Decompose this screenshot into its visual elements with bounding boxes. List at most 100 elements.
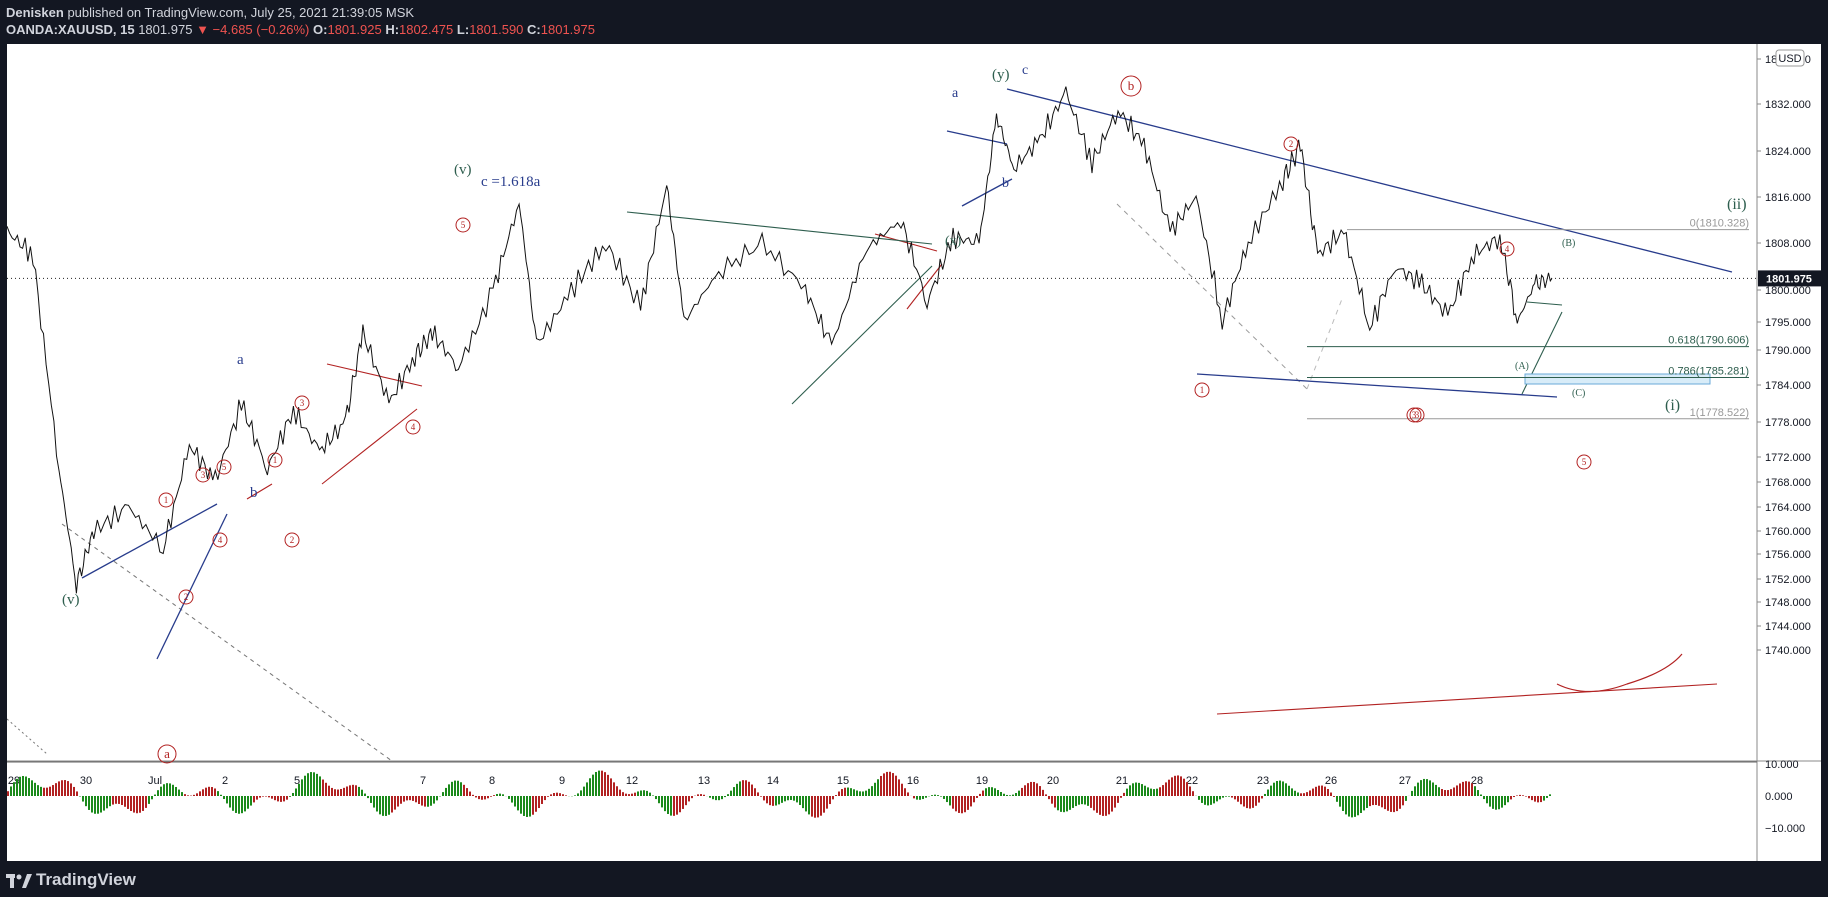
oscillator-bar [364, 793, 366, 796]
oscillator-bar [127, 796, 129, 809]
oscillator-bar [1534, 796, 1536, 802]
oscillator-bar [172, 784, 174, 796]
wave-label-B: (B) [1562, 238, 1575, 249]
oscillator-bar [298, 783, 300, 796]
oscillator-bar [280, 796, 282, 802]
currency-box[interactable]: USD [1775, 49, 1805, 67]
oscillator-bar [157, 790, 159, 796]
oscillator-bar [1030, 781, 1032, 796]
price-tick-label: 1784.000 [1765, 380, 1811, 392]
fib-level-label: 0(1810.328) [1690, 218, 1749, 230]
oscillator-bar [1096, 796, 1098, 813]
oscillator-bar [151, 796, 153, 800]
wave-label-y: (y) [992, 67, 1010, 83]
oscillator-bar [943, 796, 945, 799]
oscillator-bar [1546, 796, 1548, 798]
symbol-name[interactable]: OANDA:XAUUSD, 15 [6, 22, 135, 37]
oscillator-bar [541, 796, 543, 804]
oscillator-bar [1132, 783, 1134, 796]
wave-label-i: (i) [1665, 397, 1680, 414]
circled-wave-label: 5 [216, 459, 232, 475]
oscillator-bar [1495, 796, 1497, 810]
oscillator-bar [859, 791, 861, 796]
oscillator-bar [784, 796, 786, 802]
wave-label-v-2: (v) [454, 162, 472, 178]
oscillator-bar [724, 796, 726, 798]
oscillator-bar [811, 796, 813, 817]
oscillator-bar [211, 787, 213, 796]
oscillator-bar [469, 791, 471, 796]
oscillator-bar [133, 796, 135, 813]
time-axis[interactable]: 29 30 Jul 2 5 7 8 9 12 13 14 15 16 19 20 21 22 23 26 27 28 [8, 775, 1483, 787]
oscillator-bar [1456, 785, 1458, 796]
oscillator-bar [826, 796, 828, 809]
oscillator-bar [463, 784, 465, 796]
oscillator-bar [880, 775, 882, 796]
oscillator-bar [1501, 796, 1503, 808]
oscillator-bar [331, 787, 333, 796]
oscillator-bar [1279, 780, 1281, 796]
oscillator-bar [1258, 796, 1260, 803]
oscillator-bar [919, 796, 921, 800]
price-change: ▼ −4.685 (−0.26%) [196, 22, 310, 37]
circled-wave-label: 3 [195, 467, 211, 483]
oscillator-bar [877, 779, 879, 796]
oscillator-bar [1321, 785, 1323, 796]
wedge-a-upper [946, 130, 1008, 145]
oscillator-bar [337, 789, 339, 796]
oscillator-bar [1129, 785, 1131, 796]
oscillator-bar [1051, 796, 1053, 804]
oscillator-bar [367, 796, 369, 799]
oscillator-bar [1510, 796, 1512, 800]
oscillator-bar [34, 782, 36, 796]
oscillator-bar [736, 783, 738, 796]
oscillator-bar [634, 792, 636, 796]
time-tick-label: 27 [1399, 775, 1411, 787]
oscillator-bar [1003, 793, 1005, 796]
oscillator-bar [544, 796, 546, 801]
time-tick-label: 12 [626, 775, 638, 787]
oscillator-bar [94, 796, 96, 814]
oscillator-bar [1123, 792, 1125, 796]
oscillator-bar [775, 796, 777, 806]
oscillator-bar [703, 794, 705, 796]
svg-text:1: 1 [164, 495, 169, 505]
oscillator-bar [481, 796, 483, 800]
oscillator-bar [1465, 781, 1467, 796]
oscillator-bar [436, 796, 438, 801]
wave-label-b-left: b [250, 485, 258, 501]
oscillator-bar [1477, 790, 1479, 796]
price-chart[interactable]: 1 8 4 0.000 1832.000 1824.000 1816.000 1808.000… [7, 44, 1821, 861]
oscillator-bar [403, 796, 405, 802]
price-tick-label: 1832.000 [1765, 99, 1811, 111]
oscillator-bar [529, 796, 531, 817]
tradingview-logo[interactable]: TradingView [6, 870, 136, 890]
time-tick-label: 13 [698, 775, 710, 787]
oscillator-bar [472, 794, 474, 796]
close-label: C: [527, 22, 541, 37]
open-value: 1801.925 [327, 22, 382, 37]
oscillator-bar [1150, 788, 1152, 796]
oscillator-bar [1156, 788, 1158, 796]
wave-labels: (v) (v) c =1.618a (y) c a b (x) a b (ii)… [62, 63, 1747, 608]
oscillator-bar [226, 796, 228, 804]
svg-text:4: 4 [1505, 244, 1510, 254]
drawings-layer [7, 88, 1733, 762]
oscillator-bar [1078, 796, 1080, 805]
svg-text:2: 2 [1289, 139, 1294, 149]
oscillator-bar [58, 781, 60, 796]
brand-name: TradingView [36, 870, 136, 889]
oscillator-bar [1243, 796, 1245, 807]
svg-text:b: b [1128, 78, 1135, 93]
oscillator-bar [676, 796, 678, 815]
oscillator-bar [1414, 786, 1416, 796]
oscillator-bar [1090, 796, 1092, 808]
oscillator-bar [487, 796, 489, 799]
oscillator-bar [532, 796, 534, 815]
oscillator-bar [238, 796, 240, 814]
author-name[interactable]: Denisken [6, 5, 64, 20]
oscillator-bar [1366, 796, 1368, 808]
oscillator-bar [556, 792, 558, 796]
oscillator-bar [1459, 783, 1461, 796]
oscillator-bar [118, 796, 120, 804]
